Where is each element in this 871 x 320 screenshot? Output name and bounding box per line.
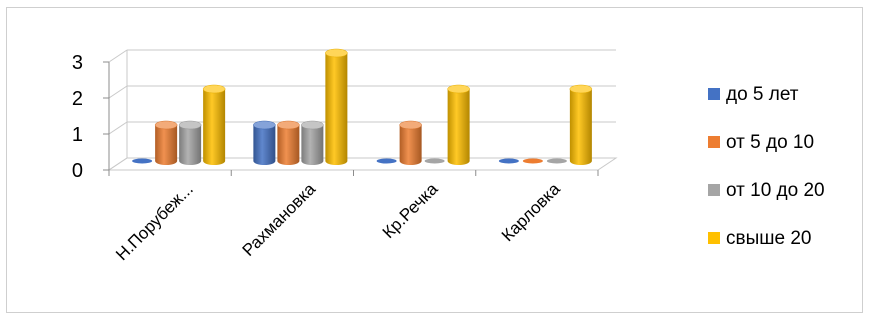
y-tick-label: 0	[72, 160, 83, 182]
gridline-side	[108, 85, 128, 99]
legend-entry: от 5 до 10	[708, 132, 814, 153]
bars	[132, 48, 593, 165]
legend-label: свыше 20	[726, 228, 811, 249]
legend: до 5 лет от 5 до 10 от 10 до 20 свыше 20	[708, 84, 825, 249]
bar	[325, 48, 348, 165]
bar	[178, 120, 202, 165]
bar	[277, 120, 300, 165]
bar	[301, 120, 324, 165]
legend-entry: до 5 лет	[708, 84, 799, 105]
bar	[522, 158, 543, 164]
legend-swatch	[708, 88, 720, 100]
chart-floor	[107, 157, 618, 171]
x-tick-label: Рахмановка	[239, 179, 320, 260]
x-tick-label: Кр.Речка	[379, 179, 442, 242]
bar	[447, 84, 470, 165]
y-tick-label: 3	[72, 52, 83, 74]
bar	[569, 84, 593, 165]
bar	[399, 120, 422, 165]
bar	[424, 158, 445, 164]
gridline-side	[108, 49, 128, 63]
axes	[103, 61, 599, 176]
legend-entry: свыше 20	[708, 228, 811, 249]
bar	[253, 120, 276, 165]
bar	[546, 158, 567, 164]
legend-label: от 10 до 20	[726, 180, 825, 201]
x-tick-label: Карловка	[498, 179, 564, 245]
legend-entry: от 10 до 20	[708, 180, 825, 201]
legend-label: до 5 лет	[726, 84, 799, 105]
bar	[202, 84, 226, 165]
legend-swatch	[708, 184, 720, 196]
legend-swatch	[708, 136, 720, 148]
bar	[498, 158, 519, 164]
legend-label: от 5 до 10	[726, 132, 814, 153]
bar	[154, 120, 178, 165]
y-tick-label: 1	[72, 124, 83, 146]
gridline-side	[108, 121, 128, 135]
bar	[376, 158, 397, 164]
y-tick-label: 2	[72, 88, 83, 110]
bar	[132, 158, 153, 164]
legend-swatch	[708, 232, 720, 244]
x-tick-label: Н.Порубеж...	[112, 179, 197, 264]
